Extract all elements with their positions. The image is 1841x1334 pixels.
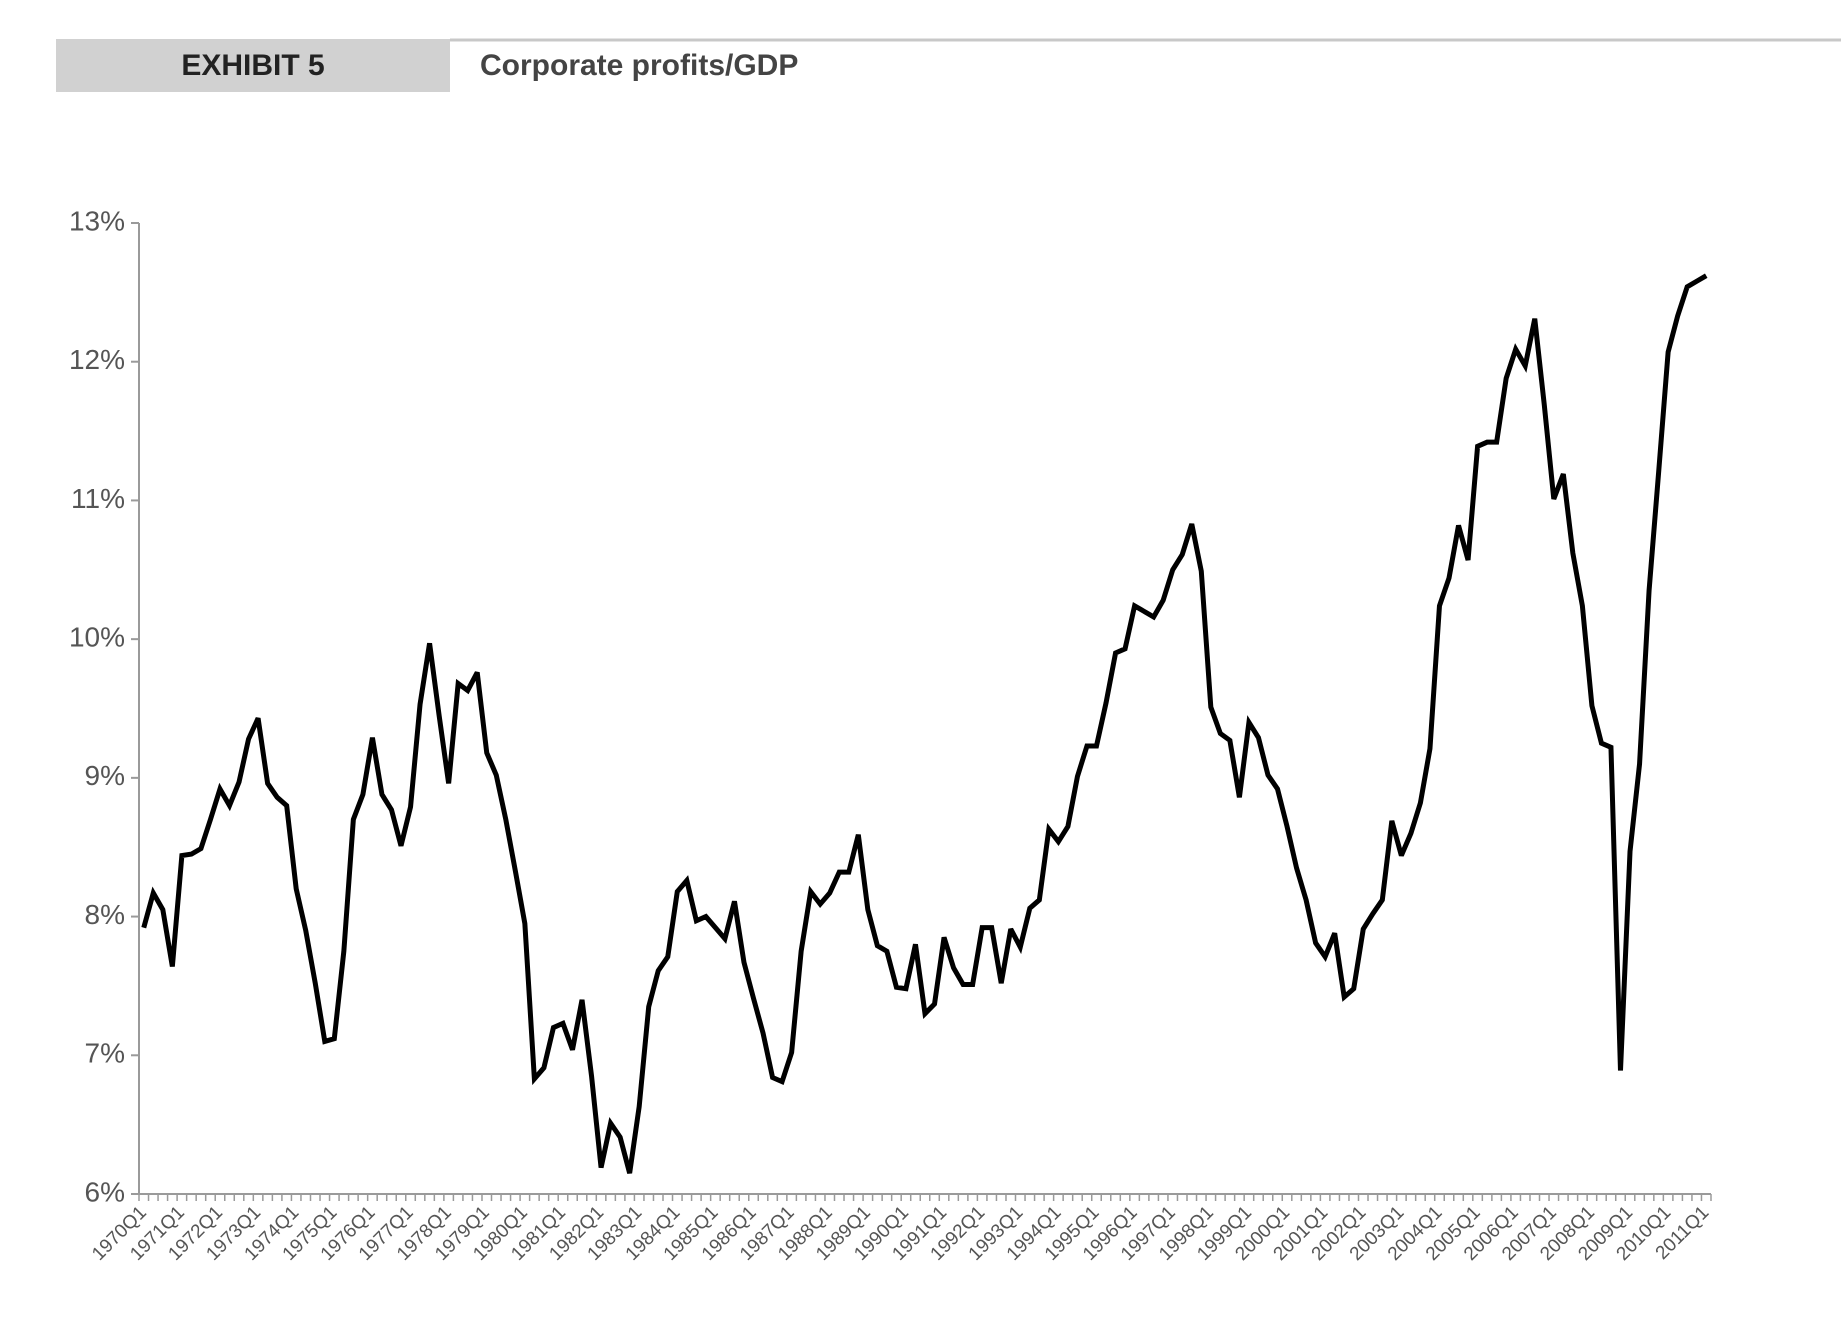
y-tick-label: 13% xyxy=(69,205,125,236)
y-tick-label: 8% xyxy=(85,899,125,930)
y-tick-label: 6% xyxy=(85,1176,125,1207)
y-tick-label: 7% xyxy=(85,1038,125,1069)
header-box xyxy=(56,39,450,92)
y-tick-label: 12% xyxy=(69,344,125,375)
data-line xyxy=(141,273,1708,1174)
y-tick-label: 9% xyxy=(85,760,125,791)
exhibit-label: EXHIBIT 5 xyxy=(181,49,324,82)
y-tick-label: 10% xyxy=(69,622,125,653)
y-tick-label: 11% xyxy=(71,483,125,514)
chart-title: Corporate profits/GDP xyxy=(480,49,798,82)
